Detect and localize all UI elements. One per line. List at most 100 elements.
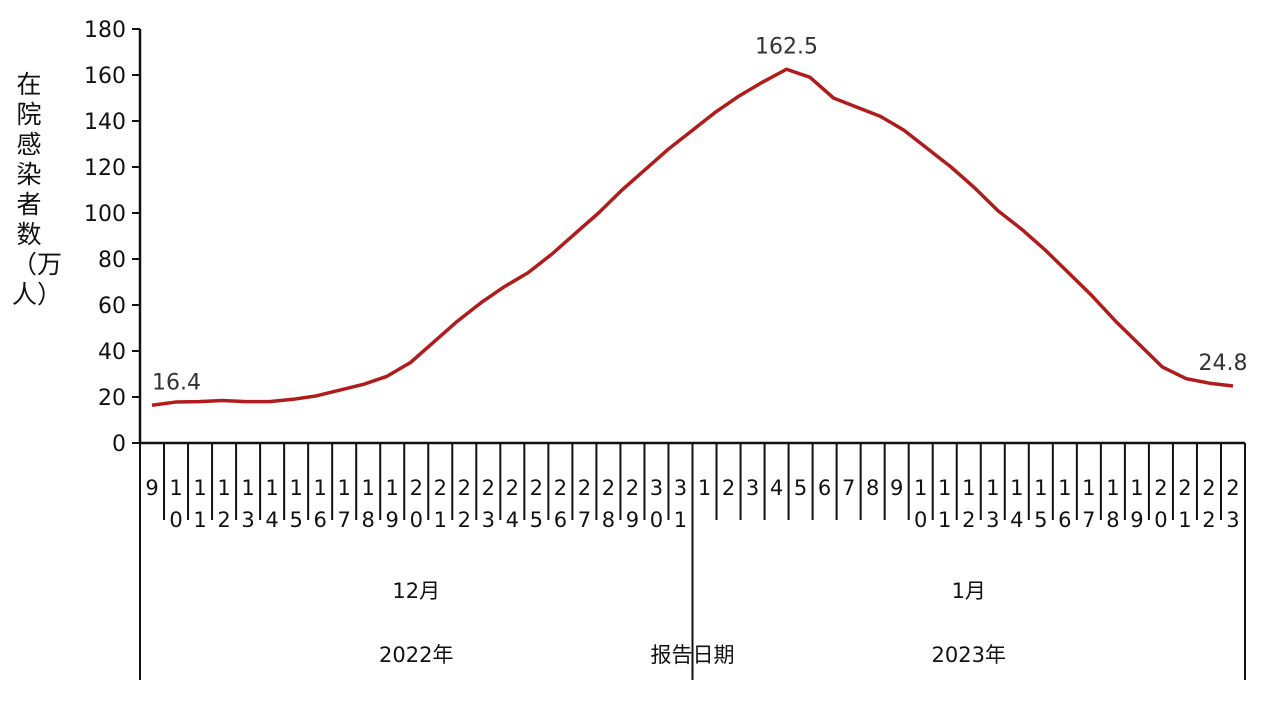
x-tick-label: 1 [265,476,278,500]
y-tick-label: 40 [98,340,126,365]
x-tick-label: 1 [914,476,927,500]
x-tick-label: 2 [458,508,471,532]
x-tick-label: 2 [602,476,615,500]
x-tick-label: 2 [530,476,543,500]
x-tick-label: 1 [1130,476,1143,500]
x-tick-label: 4 [265,508,278,532]
x-tick-label: 9 [386,508,399,532]
x-tick-label: 7 [842,476,855,500]
x-tick-label: 8 [362,508,375,532]
x-tick-label: 1 [193,508,206,532]
x-tick-label: 9 [890,476,903,500]
x-tick-label: 5 [289,508,302,532]
y-tick-label: 100 [84,202,126,227]
x-tick-label: 6 [818,476,831,500]
y-tick-label: 160 [84,64,126,89]
x-tick-label: 3 [241,508,254,532]
y-tick-label: 140 [84,110,126,135]
x-tick-label: 1 [289,476,302,500]
y-tick-label: 80 [98,248,126,273]
x-tick-label: 1 [1010,476,1023,500]
x-tick-label: 9 [145,476,158,500]
x-tick-label: 8 [602,508,615,532]
x-tick-label: 3 [674,476,687,500]
x-tick-label: 2 [962,508,975,532]
x-tick-label: 2 [1178,476,1191,500]
x-tick-label: 1 [986,476,999,500]
x-tick-label: 0 [169,508,182,532]
y-axis-label: 在院感染者数（万人） [12,70,63,309]
x-tick-label: 1 [217,476,230,500]
x-tick-label: 3 [650,476,663,500]
month-label: 1月 [952,579,986,603]
x-tick-label: 0 [914,508,927,532]
y-tick-label: 0 [112,432,126,457]
x-tick-label: 1 [1058,476,1071,500]
x-tick-label: 1 [169,476,182,500]
x-tick-label: 8 [866,476,879,500]
x-tick-label: 1 [386,476,399,500]
x-tick-label: 4 [506,508,519,532]
x-tick-label: 0 [410,508,423,532]
x-tick-label: 1 [241,476,254,500]
x-tick-label: 2 [1154,476,1167,500]
x-tick-label: 5 [1034,508,1047,532]
x-tick-label: 7 [578,508,591,532]
x-tick-label: 1 [698,476,711,500]
y-tick-label: 20 [98,386,126,411]
x-tick-label: 2 [1202,476,1215,500]
x-tick-label: 6 [1058,508,1071,532]
x-tick-label: 7 [1082,508,1095,532]
x-tick-label: 1 [962,476,975,500]
x-tick-label: 3 [1226,508,1239,532]
x-tick-label: 1 [362,476,375,500]
x-tick-label: 2 [482,476,495,500]
x-tick-label: 2 [458,476,471,500]
x-tick-label: 3 [746,476,759,500]
x-tick-label: 6 [554,508,567,532]
x-tick-label: 5 [794,476,807,500]
series-line [151,67,1234,408]
x-tick-label: 2 [626,476,639,500]
x-tick-label: 1 [1082,476,1095,500]
year-label: 2022年 [379,643,453,667]
x-tick-label: 3 [986,508,999,532]
year-label: 2023年 [932,643,1006,667]
x-tick-label: 9 [626,508,639,532]
x-tick-label: 1 [674,508,687,532]
x-tick-label: 1 [313,476,326,500]
x-tick-label: 1 [337,476,350,500]
x-tick-label: 5 [530,508,543,532]
x-tick-label: 2 [506,476,519,500]
x-tick-label: 3 [482,508,495,532]
x-tick-label: 4 [1010,508,1023,532]
x-tick-label: 2 [410,476,423,500]
x-tick-label: 4 [770,476,783,500]
x-tick-label: 0 [650,508,663,532]
x-tick-label: 1 [1034,476,1047,500]
x-tick-label: 2 [434,476,447,500]
data-label: 24.8 [1198,351,1247,376]
x-tick-label: 2 [722,476,735,500]
x-tick-label: 6 [313,508,326,532]
y-tick-label: 120 [84,156,126,181]
data-label: 162.5 [755,34,818,59]
x-tick-label: 7 [337,508,350,532]
x-tick-label: 2 [578,476,591,500]
x-tick-label: 2 [1226,476,1239,500]
data-label: 16.4 [152,370,201,395]
x-tick-label: 8 [1106,508,1119,532]
x-tick-label: 1 [193,476,206,500]
x-tick-label: 2 [217,508,230,532]
y-tick-label: 180 [84,18,126,43]
y-tick-label: 60 [98,294,126,319]
x-tick-label: 1 [1178,508,1191,532]
x-tick-label: 0 [1154,508,1167,532]
x-tick-label: 1 [938,508,951,532]
x-tick-label: 2 [554,476,567,500]
x-tick-label: 2 [1202,508,1215,532]
month-label: 12月 [392,579,440,603]
x-tick-label: 1 [434,508,447,532]
x-tick-label: 1 [938,476,951,500]
